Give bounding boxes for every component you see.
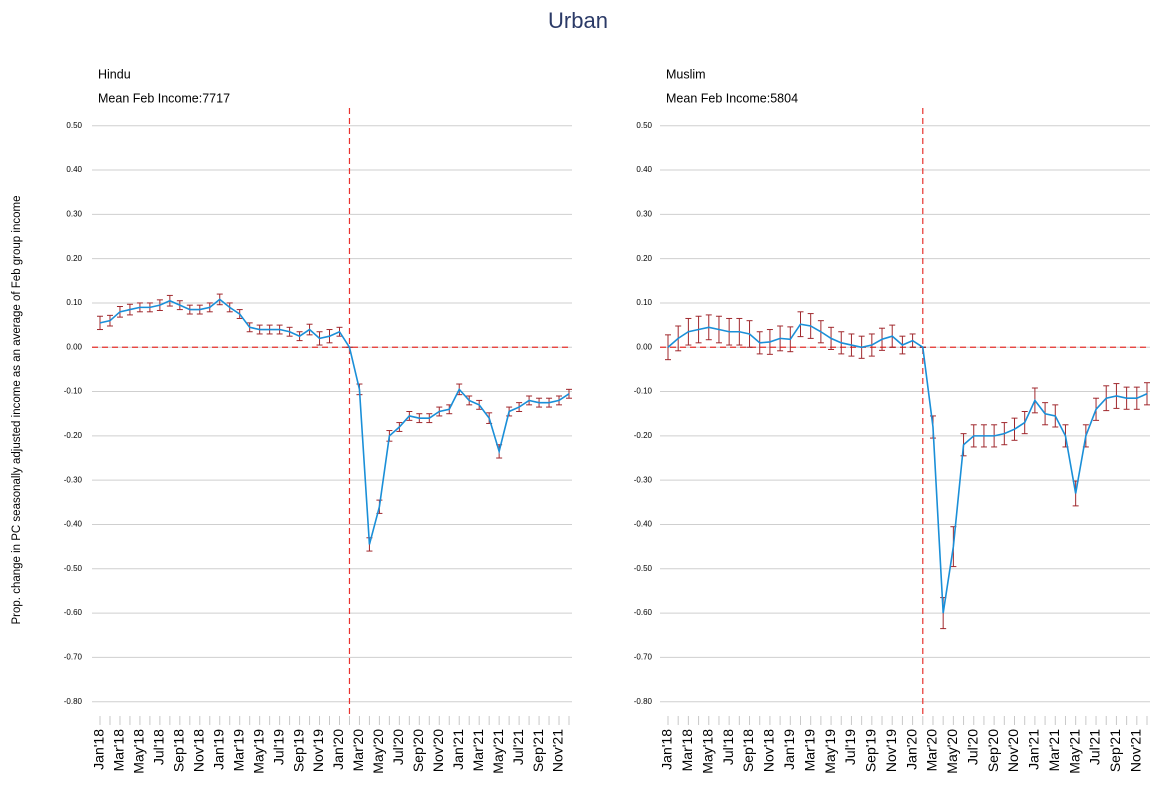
x-tick-label: Jan'21 — [450, 729, 466, 770]
x-tick-label: Jan'18 — [659, 729, 675, 770]
y-tick-label: -0.30 — [64, 475, 83, 484]
x-tick-label: Jul'20 — [964, 729, 980, 765]
x-tick-label: Mar'20 — [350, 729, 366, 772]
y-tick-label: -0.70 — [634, 653, 653, 662]
x-tick-label: May'20 — [944, 729, 960, 774]
x-tick-label: May'21 — [490, 729, 506, 774]
x-tick-label: Nov'21 — [550, 729, 566, 772]
panel-subtitle: Mean Feb Income:7717 — [98, 91, 230, 105]
x-tick-label: Nov'20 — [430, 729, 446, 772]
x-tick-label: Jan'20 — [903, 729, 919, 770]
x-tick-label: Jul'18 — [151, 729, 167, 765]
x-tick-label: May'18 — [131, 729, 147, 774]
panel-title: Muslim — [666, 67, 706, 81]
x-tick-label: Sep'20 — [985, 729, 1001, 772]
x-tick-label: Sep'20 — [410, 729, 426, 772]
x-tick-label: May'21 — [1066, 729, 1082, 774]
y-tick-label: -0.80 — [634, 697, 653, 706]
page-title: Urban — [548, 8, 608, 33]
x-tick-label: Jul'18 — [720, 729, 736, 765]
y-tick-label: -0.40 — [634, 520, 653, 529]
x-tick-label: Jul'21 — [1087, 729, 1103, 765]
x-tick-label: May'19 — [822, 729, 838, 774]
x-tick-label: Nov'19 — [883, 729, 899, 772]
x-tick-label: Mar'18 — [679, 729, 695, 772]
y-tick-label: -0.60 — [634, 608, 653, 617]
x-tick-label: Sep'18 — [740, 729, 756, 772]
y-tick-label: 0.50 — [636, 121, 652, 130]
x-tick-label: Jan'18 — [91, 729, 107, 770]
y-tick-label: 0.00 — [636, 342, 652, 351]
y-tick-label: -0.70 — [64, 653, 83, 662]
x-tick-label: Sep'19 — [863, 729, 879, 772]
x-tick-label: Jan'19 — [781, 729, 797, 770]
y-tick-label: 0.30 — [66, 209, 82, 218]
x-tick-label: Nov'20 — [1005, 729, 1021, 772]
x-tick-label: Mar'20 — [924, 729, 940, 772]
y-tick-label: -0.80 — [64, 697, 83, 706]
x-tick-label: Sep'19 — [290, 729, 306, 772]
y-tick-label: -0.10 — [64, 387, 83, 396]
x-tick-label: Sep'21 — [1107, 729, 1123, 772]
x-tick-label: Jan'21 — [1026, 729, 1042, 770]
y-tick-label: -0.50 — [634, 564, 653, 573]
y-tick-label: 0.10 — [66, 298, 82, 307]
y-tick-label: 0.20 — [636, 254, 652, 263]
y-tick-label: 0.30 — [636, 209, 652, 218]
x-tick-label: Jul'20 — [390, 729, 406, 765]
x-tick-label: Jul'21 — [510, 729, 526, 765]
x-tick-label: May'19 — [250, 729, 266, 774]
x-tick-label: Jan'20 — [330, 729, 346, 770]
y-tick-label: -0.50 — [64, 564, 83, 573]
x-tick-label: Sep'18 — [171, 729, 187, 772]
y-tick-label: -0.30 — [634, 475, 653, 484]
x-tick-label: Sep'21 — [530, 729, 546, 772]
y-axis-label: Prop. change in PC seasonally adjusted i… — [11, 196, 23, 625]
x-tick-label: Mar'18 — [111, 729, 127, 772]
series-line — [99, 298, 570, 545]
x-tick-label: May'20 — [370, 729, 386, 774]
y-tick-label: 0.40 — [66, 165, 82, 174]
x-tick-label: Mar'19 — [801, 729, 817, 772]
x-tick-label: Jul'19 — [270, 729, 286, 765]
y-tick-label: -0.20 — [64, 431, 83, 440]
y-tick-label: 0.10 — [636, 298, 652, 307]
y-tick-label: 0.00 — [66, 342, 82, 351]
panel-subtitle: Mean Feb Income:5804 — [666, 91, 798, 105]
y-tick-label: -0.40 — [64, 520, 83, 529]
y-tick-label: -0.10 — [634, 387, 653, 396]
x-tick-label: May'18 — [699, 729, 715, 774]
x-tick-label: Nov'18 — [761, 729, 777, 772]
x-tick-label: Jan'19 — [210, 729, 226, 770]
x-tick-label: Nov'18 — [190, 729, 206, 772]
y-tick-label: -0.60 — [64, 608, 83, 617]
x-tick-label: Mar'21 — [470, 729, 486, 772]
y-tick-label: 0.20 — [66, 254, 82, 263]
series-line — [667, 323, 1148, 614]
x-tick-label: Mar'21 — [1046, 729, 1062, 772]
panel-title: Hindu — [98, 67, 131, 81]
x-tick-label: Nov'21 — [1128, 729, 1144, 772]
y-tick-label: -0.20 — [634, 431, 653, 440]
y-tick-label: 0.40 — [636, 165, 652, 174]
x-tick-label: Mar'19 — [230, 729, 246, 772]
y-tick-label: 0.50 — [66, 121, 82, 130]
x-tick-label: Nov'19 — [310, 729, 326, 772]
x-tick-label: Jul'19 — [842, 729, 858, 765]
